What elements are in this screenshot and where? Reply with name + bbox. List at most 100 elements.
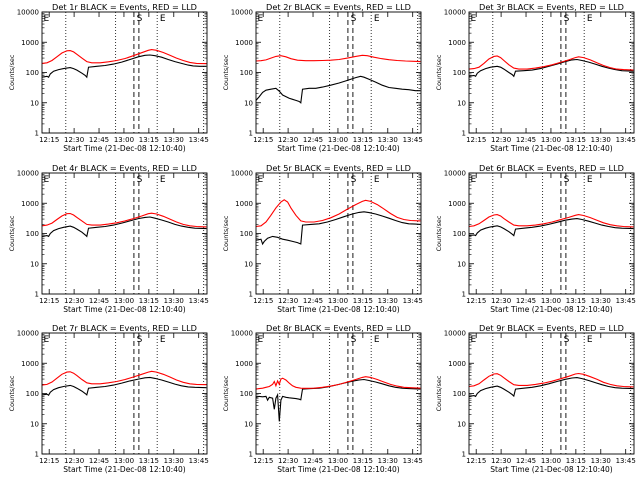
x-tick-label: 13:00 <box>328 457 348 465</box>
x-tick-label: 12:15 <box>253 297 273 305</box>
y-tick-label: 1 <box>462 291 466 299</box>
x-tick-label: 13:45 <box>616 136 636 144</box>
chart-panel-3: Det 3r BLACK = Events, RED = LLD Counts/s… <box>435 2 636 153</box>
event-marker-label: E <box>587 335 593 345</box>
x-tick-label: 13:00 <box>114 457 134 465</box>
x-axis-label: Start Time (21-Dec-08 12:10:40) <box>63 144 185 153</box>
x-tick-label: 12:45 <box>89 136 109 144</box>
x-tick-label: 12:45 <box>303 457 323 465</box>
event-marker-label: S <box>351 14 357 24</box>
event-marker-label: S <box>137 175 143 185</box>
y-axis-label: Counts/sec <box>8 375 16 411</box>
y-tick-label: 10000 <box>231 170 253 178</box>
x-tick-label: 12:30 <box>278 136 298 144</box>
event-marker-label: E <box>471 14 477 24</box>
series-line-events <box>468 218 634 237</box>
y-tick-label: 1000 <box>235 200 253 208</box>
event-marker-label: E <box>374 175 380 185</box>
x-tick-label: 12:30 <box>278 457 298 465</box>
x-axis-label: Start Time (21-Dec-08 12:10:40) <box>277 465 399 474</box>
y-tick-label: 100 <box>240 69 253 77</box>
y-axis-label: Counts/sec <box>8 54 16 90</box>
series-line-lld <box>468 55 634 71</box>
event-marker-label: E <box>258 14 264 24</box>
x-tick-label: 12:30 <box>278 297 298 305</box>
x-tick-label: 12:45 <box>303 136 323 144</box>
y-tick-label: 1000 <box>21 200 39 208</box>
event-marker-label: E <box>160 14 166 24</box>
chart-title: Det 3r BLACK = Events, RED = LLD <box>479 2 624 12</box>
event-marker-label: S <box>137 335 143 345</box>
event-marker-label: S <box>564 335 570 345</box>
x-tick-label: 12:45 <box>89 297 109 305</box>
event-marker-label: E <box>160 335 166 345</box>
event-marker-label: E <box>44 14 50 24</box>
y-tick-label: 10000 <box>444 9 466 17</box>
y-tick-label: 1 <box>249 451 253 459</box>
plot-frame <box>255 11 422 134</box>
x-tick-label: 13:00 <box>114 297 134 305</box>
x-axis-label: Start Time (21-Dec-08 12:10:40) <box>63 465 185 474</box>
x-tick-label: 13:15 <box>566 457 586 465</box>
x-tick-label: 13:15 <box>566 136 586 144</box>
x-tick-label: 13:30 <box>378 297 398 305</box>
y-axis-label: Counts/sec <box>222 215 230 251</box>
x-tick-label: 13:00 <box>541 297 561 305</box>
x-tick-label: 12:15 <box>39 457 59 465</box>
series-line-lld <box>41 370 207 386</box>
x-tick-label: 12:45 <box>89 457 109 465</box>
series-line-events <box>255 378 421 422</box>
series-line-lld <box>41 49 207 65</box>
y-tick-label: 1000 <box>21 39 39 47</box>
chart-title: Det 2r BLACK = Events, RED = LLD <box>266 2 411 12</box>
y-tick-label: 10 <box>244 99 253 107</box>
x-tick-label: 13:45 <box>403 136 423 144</box>
plot-frame <box>41 11 208 134</box>
series-line-lld <box>468 214 634 228</box>
event-marker-label: S <box>351 335 357 345</box>
x-tick-label: 13:15 <box>139 457 159 465</box>
series-line-events <box>41 216 207 238</box>
y-tick-label: 10 <box>30 420 39 428</box>
y-tick-label: 1000 <box>235 39 253 47</box>
x-tick-label: 12:30 <box>491 457 511 465</box>
chart-panel-5: Det 5r BLACK = Events, RED = LLD Counts/s… <box>222 163 423 314</box>
event-marker-label: E <box>160 175 166 185</box>
x-tick-label: 12:30 <box>491 297 511 305</box>
x-tick-label: 13:00 <box>328 297 348 305</box>
y-tick-label: 10000 <box>17 330 39 338</box>
x-tick-label: 13:00 <box>114 136 134 144</box>
x-tick-label: 12:15 <box>253 136 273 144</box>
chart-panel-7: Det 7r BLACK = Events, RED = LLD Counts/s… <box>8 323 209 474</box>
x-tick-label: 13:45 <box>189 136 209 144</box>
chart-panel-9: Det 9r BLACK = Events, RED = LLD Counts/s… <box>435 323 636 474</box>
x-tick-label: 13:45 <box>189 297 209 305</box>
chart-panel-4: Det 4r BLACK = Events, RED = LLD Counts/s… <box>8 163 209 314</box>
x-tick-label: 13:00 <box>541 457 561 465</box>
x-tick-label: 12:30 <box>491 136 511 144</box>
y-axis-label: Counts/sec <box>435 375 443 411</box>
x-tick-label: 12:15 <box>39 297 59 305</box>
x-axis-label: Start Time (21-Dec-08 12:10:40) <box>277 144 399 153</box>
y-axis-label: Counts/sec <box>435 54 443 90</box>
event-marker-label: E <box>258 335 264 345</box>
x-tick-label: 13:45 <box>403 457 423 465</box>
series-line-lld <box>41 212 207 228</box>
y-tick-label: 10 <box>244 260 253 268</box>
y-tick-label: 100 <box>240 230 253 238</box>
y-axis-label: Counts/sec <box>8 215 16 251</box>
event-marker-label: E <box>258 175 264 185</box>
event-marker-label: E <box>44 335 50 345</box>
series-line-events <box>468 377 634 398</box>
x-tick-label: 13:15 <box>566 297 586 305</box>
x-tick-label: 12:45 <box>516 457 536 465</box>
x-axis-label: Start Time (21-Dec-08 12:10:40) <box>63 305 185 314</box>
plot-frame <box>468 172 635 295</box>
y-tick-label: 10000 <box>444 330 466 338</box>
x-tick-label: 13:30 <box>591 297 611 305</box>
x-tick-label: 13:30 <box>164 457 184 465</box>
event-marker-label: E <box>44 175 50 185</box>
chart-title: Det 4r BLACK = Events, RED = LLD <box>52 163 197 173</box>
event-marker-label: S <box>137 14 143 24</box>
